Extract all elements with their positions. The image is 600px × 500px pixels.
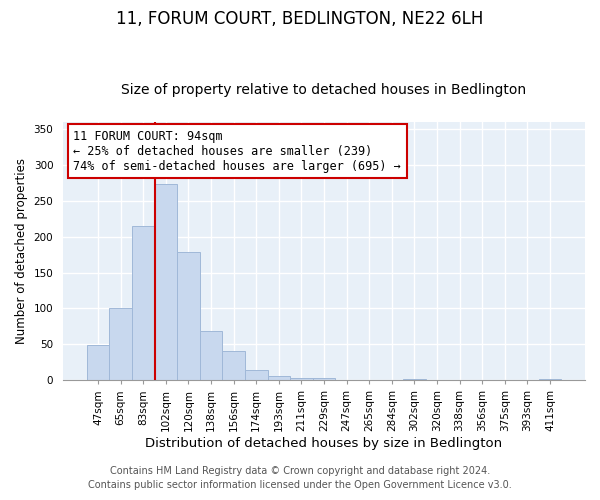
X-axis label: Distribution of detached houses by size in Bedlington: Distribution of detached houses by size …: [145, 437, 503, 450]
Text: 11, FORUM COURT, BEDLINGTON, NE22 6LH: 11, FORUM COURT, BEDLINGTON, NE22 6LH: [116, 10, 484, 28]
Text: 11 FORUM COURT: 94sqm
← 25% of detached houses are smaller (239)
74% of semi-det: 11 FORUM COURT: 94sqm ← 25% of detached …: [73, 130, 401, 172]
Bar: [245, 370, 268, 380]
Bar: [132, 226, 155, 380]
Bar: [87, 345, 109, 380]
Bar: [313, 378, 335, 380]
Y-axis label: Number of detached properties: Number of detached properties: [15, 158, 28, 344]
Bar: [200, 332, 223, 380]
Bar: [268, 376, 290, 380]
Bar: [539, 379, 561, 380]
Bar: [109, 308, 132, 380]
Bar: [177, 252, 200, 380]
Title: Size of property relative to detached houses in Bedlington: Size of property relative to detached ho…: [121, 83, 527, 97]
Bar: [290, 378, 313, 380]
Bar: [403, 379, 425, 380]
Bar: [155, 184, 177, 380]
Bar: [223, 351, 245, 380]
Text: Contains HM Land Registry data © Crown copyright and database right 2024.
Contai: Contains HM Land Registry data © Crown c…: [88, 466, 512, 490]
